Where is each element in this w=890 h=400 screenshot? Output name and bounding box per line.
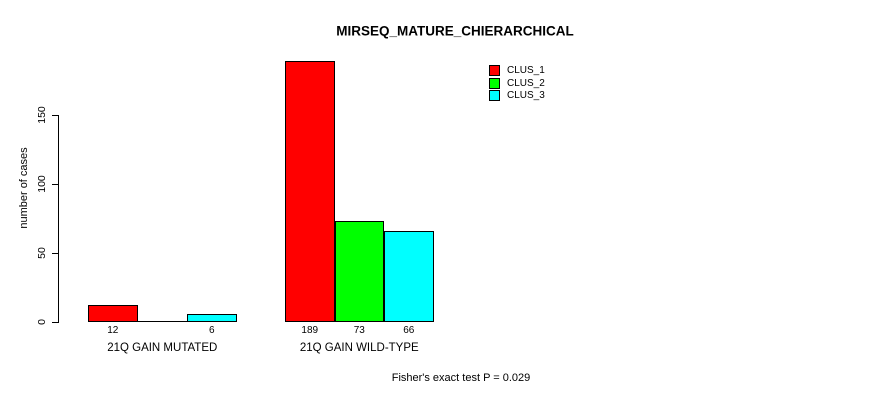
legend-label: CLUS_2 (507, 77, 545, 89)
x-category-label: 21Q GAIN MUTATED (107, 342, 218, 354)
legend-label: CLUS_1 (507, 65, 545, 76)
bar-value-label: 12 (107, 325, 119, 336)
legend-swatch-clus_3 (489, 90, 500, 101)
y-axis-line (58, 115, 59, 323)
legend-swatch-clus_1 (489, 65, 500, 76)
bar-clus_1 (88, 305, 138, 322)
bar-value-label: 73 (353, 325, 365, 336)
legend: CLUS_1 CLUS_2 CLUS_3 (489, 65, 545, 101)
bar-value-label: 6 (208, 325, 215, 336)
y-tick-label: 100 (36, 175, 48, 193)
y-tick-mark (52, 322, 58, 323)
bar-clus_1 (285, 61, 335, 322)
legend-swatch-clus_2 (489, 77, 500, 89)
bar-clus_2 (334, 221, 384, 322)
bar-clus_3 (384, 230, 434, 322)
legend-label: CLUS_3 (507, 90, 545, 101)
y-tick-label: 150 (36, 106, 48, 124)
legend-item: CLUS_3 (489, 90, 545, 101)
chart-title: MIRSEQ_MATURE_CHIERARCHICAL (336, 23, 574, 39)
bar-value-label: 66 (403, 325, 415, 336)
y-tick-label: 0 (36, 319, 48, 325)
y-tick-mark (52, 115, 58, 116)
legend-item: CLUS_2 (489, 77, 545, 89)
y-tick-mark (52, 253, 58, 254)
fisher-test-note: Fisher's exact test P = 0.029 (391, 372, 531, 384)
bar-value-label: 189 (301, 325, 319, 336)
y-tick-mark (52, 184, 58, 185)
y-axis-label: number of cases (18, 147, 30, 229)
bar-clus_3 (187, 313, 237, 322)
legend-item: CLUS_1 (489, 65, 545, 76)
bar-clus_2-zero (137, 321, 188, 322)
y-tick-label: 50 (36, 247, 48, 259)
x-category-label: 21Q GAIN WILD-TYPE (299, 342, 419, 354)
